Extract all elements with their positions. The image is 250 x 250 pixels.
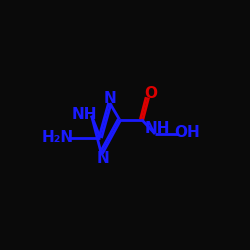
Text: H₂N: H₂N — [42, 130, 74, 145]
Text: N: N — [97, 151, 110, 166]
Text: OH: OH — [174, 125, 200, 140]
Text: NH: NH — [144, 121, 170, 136]
Text: NH: NH — [72, 107, 98, 122]
Text: N: N — [104, 91, 116, 106]
Text: O: O — [144, 86, 157, 102]
